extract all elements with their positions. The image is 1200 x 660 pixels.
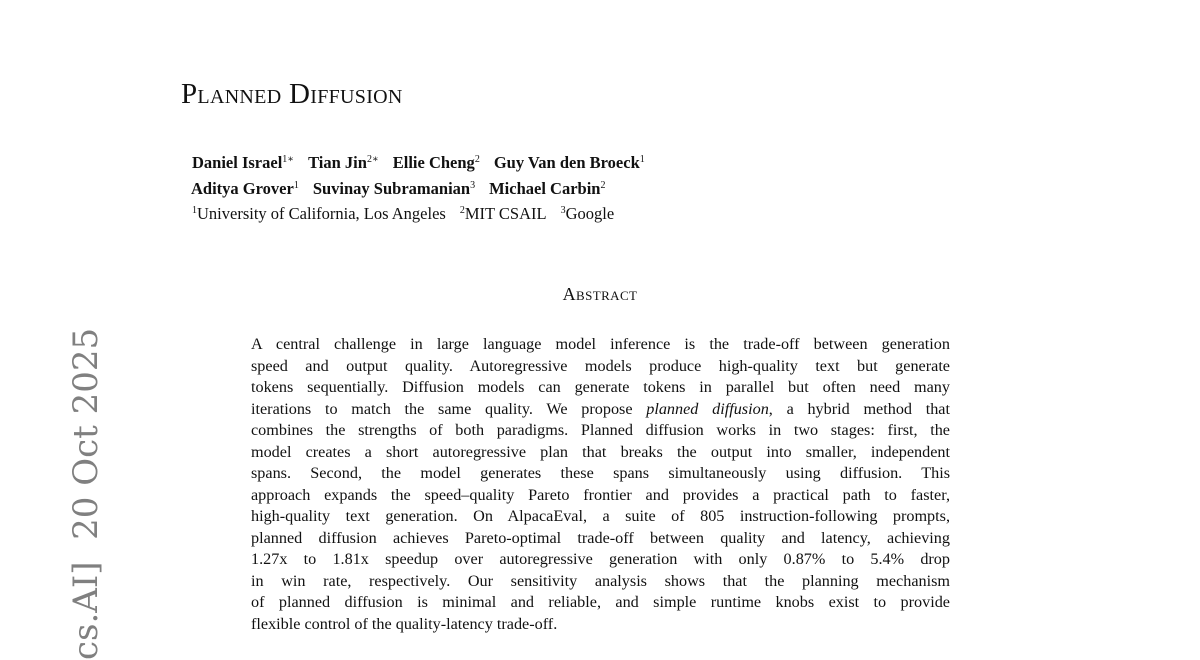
- author-name: Daniel Israel: [192, 153, 283, 172]
- author-name: Ellie Cheng: [392, 153, 475, 172]
- author: Ellie Cheng2: [393, 153, 480, 172]
- affiliations: 1University of California, Los Angeles 2M…: [192, 204, 628, 224]
- author-name: Michael Carbin: [489, 179, 601, 198]
- author-name: Tian Jin: [308, 153, 367, 172]
- abstract-line: combines the strengths of both paradigms…: [251, 421, 950, 439]
- affiliation-mark: 2: [459, 205, 465, 216]
- abstract-line: approach expands the speed–quality Paret…: [251, 485, 950, 504]
- author-name: Guy Van den Broeck: [493, 153, 640, 172]
- abstract-line: A central challenge in large language mo…: [251, 335, 950, 353]
- paper-title: Planned Diffusion: [181, 78, 403, 110]
- affiliation: 1University of California, Los Angeles: [192, 204, 446, 223]
- affiliation-name: University of California, Los Angeles: [197, 204, 446, 223]
- abstract-line: high-quality text generation. On AlpacaE…: [251, 507, 950, 525]
- author: Michael Carbin2: [489, 179, 605, 198]
- abstract-line: planned diffusion achieves Pareto-optima…: [251, 528, 950, 547]
- abstract-line: model creates a short autoregressive pla…: [251, 442, 950, 461]
- abstract-body: A central challenge in large language mo…: [251, 334, 950, 635]
- affiliation: 2MIT CSAIL: [460, 204, 547, 223]
- arxiv-side-label: cs.AI] 20 Oct 2025: [66, 327, 106, 660]
- author-row: Daniel Israel1∗ Tian Jin2∗ Ellie Cheng2 Guy…: [192, 148, 659, 174]
- author-affiliation-mark: 2: [474, 154, 480, 165]
- abstract-line: speed and output quality. Autoregressive…: [251, 356, 950, 375]
- author-affiliation-mark: 2: [600, 180, 606, 191]
- abstract-line: spans. Second, the model generates these…: [251, 464, 950, 482]
- author-affiliation-mark: 3: [470, 180, 476, 191]
- abstract-line: in win rate, respectively. Our sensitivi…: [251, 571, 950, 590]
- affiliation-mark: 3: [560, 205, 566, 216]
- text: , a hybrid method that: [768, 399, 950, 418]
- author-affiliation-mark: 2∗: [366, 154, 379, 165]
- author: Guy Van den Broeck1: [494, 153, 645, 172]
- abstract-line: of planned diffusion is minimal and reli…: [251, 593, 950, 611]
- author: Aditya Grover1: [191, 179, 299, 198]
- author-affiliation-mark: 1∗: [282, 154, 295, 165]
- abstract-line: 1.27x to 1.81x speedup over autoregressi…: [251, 550, 950, 568]
- emphasis: planned diffusion: [646, 399, 769, 418]
- author-affiliation-mark: 1: [293, 180, 299, 191]
- author-row: Aditya Grover1 Suvinay Subramanian3 Michae…: [191, 174, 659, 200]
- abstract-heading: Abstract: [562, 284, 638, 304]
- abstract-line: iterations to match the same quality. We…: [251, 399, 950, 421]
- affiliation-name: MIT CSAIL: [464, 204, 547, 223]
- affiliation: 3Google: [561, 204, 615, 223]
- author: Suvinay Subramanian3: [313, 179, 475, 198]
- author-name: Suvinay Subramanian: [312, 179, 471, 198]
- affiliation-name: Google: [565, 204, 615, 223]
- author-list: Daniel Israel1∗ Tian Jin2∗ Ellie Cheng2 Guy…: [191, 148, 659, 200]
- author: Tian Jin2∗: [308, 153, 379, 172]
- author-affiliation-mark: 1: [639, 154, 645, 165]
- affiliation-mark: 1: [192, 205, 197, 216]
- abstract-line: tokens sequentially. Diffusion models ca…: [251, 378, 950, 396]
- author-name: Aditya Grover: [191, 179, 294, 198]
- author: Daniel Israel1∗: [192, 153, 294, 172]
- abstract-line: flexible control of the quality-latency …: [251, 614, 558, 633]
- text: iterations to match the same quality. We…: [251, 399, 647, 418]
